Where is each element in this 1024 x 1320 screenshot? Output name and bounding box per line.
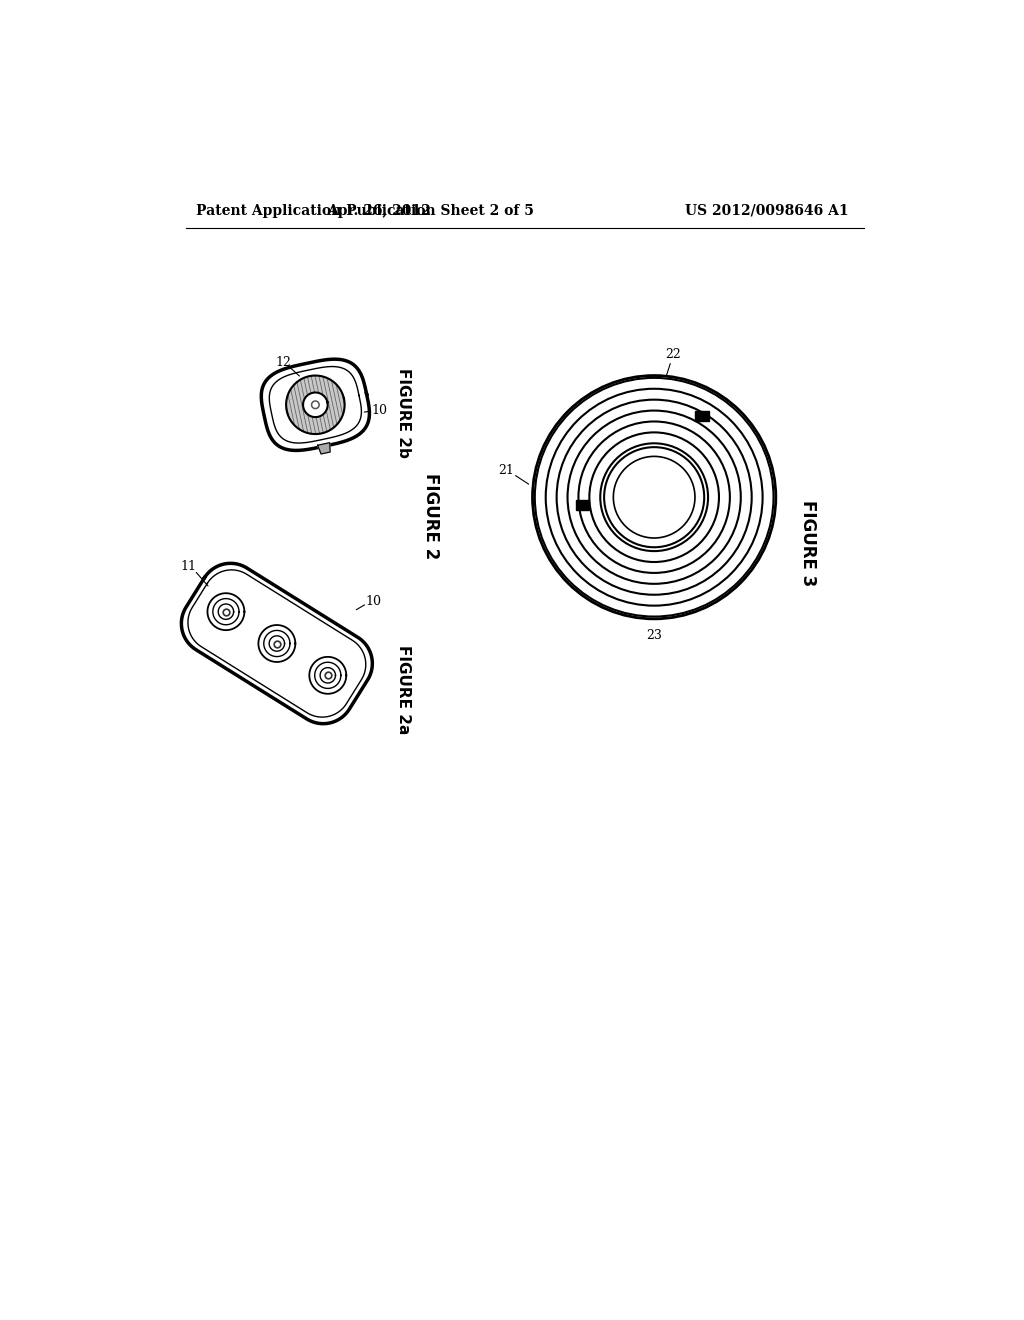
Text: 23: 23	[646, 630, 663, 643]
Text: US 2012/0098646 A1: US 2012/0098646 A1	[685, 203, 849, 218]
Text: 10: 10	[372, 404, 387, 417]
Polygon shape	[309, 657, 346, 694]
Text: 22: 22	[666, 348, 681, 362]
FancyBboxPatch shape	[695, 411, 709, 421]
Polygon shape	[269, 636, 285, 651]
Text: 12: 12	[318, 680, 335, 693]
Polygon shape	[303, 392, 328, 417]
Text: FIGURE 2a: FIGURE 2a	[396, 645, 412, 734]
Polygon shape	[258, 626, 295, 661]
Polygon shape	[218, 605, 233, 619]
Circle shape	[532, 375, 776, 619]
Circle shape	[604, 447, 705, 548]
Polygon shape	[208, 593, 245, 630]
Text: FIGURE 3: FIGURE 3	[799, 500, 817, 586]
Text: Apr. 26, 2012  Sheet 2 of 5: Apr. 26, 2012 Sheet 2 of 5	[328, 203, 535, 218]
Polygon shape	[261, 359, 370, 450]
Polygon shape	[313, 403, 317, 407]
Polygon shape	[308, 397, 323, 412]
Polygon shape	[286, 376, 345, 434]
Polygon shape	[317, 442, 330, 454]
Text: 11: 11	[180, 560, 197, 573]
Text: FIGURE 2: FIGURE 2	[422, 474, 440, 560]
Text: 12: 12	[275, 356, 291, 370]
Text: FIGURE 2b: FIGURE 2b	[396, 367, 412, 458]
FancyBboxPatch shape	[575, 499, 590, 510]
Circle shape	[613, 457, 695, 539]
Polygon shape	[181, 564, 373, 723]
Text: 21: 21	[499, 463, 514, 477]
Text: Patent Application Publication: Patent Application Publication	[196, 203, 435, 218]
Polygon shape	[321, 668, 336, 682]
Polygon shape	[311, 401, 319, 409]
Text: 10: 10	[366, 594, 381, 607]
